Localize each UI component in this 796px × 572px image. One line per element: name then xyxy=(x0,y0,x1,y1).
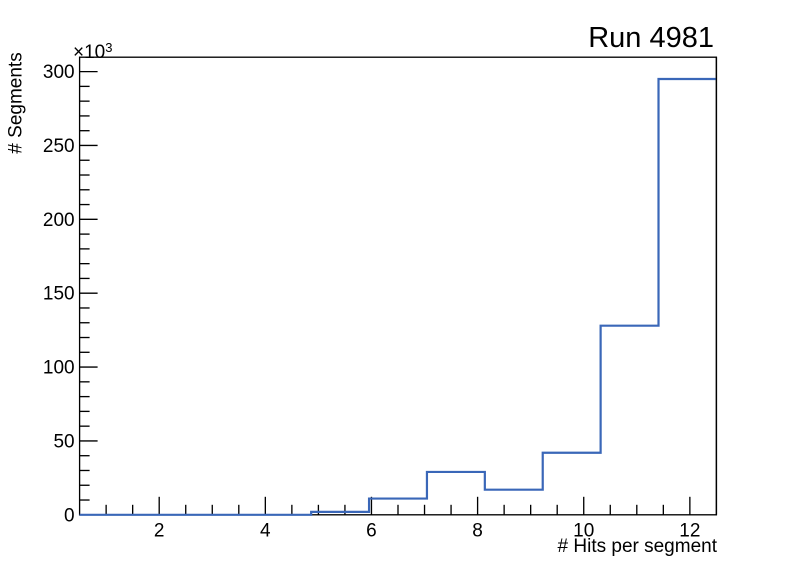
histogram-series xyxy=(79,77,717,516)
x-axis-title: # Hits per segment xyxy=(557,536,717,557)
x-tick-label: 8 xyxy=(472,520,483,541)
y-tick-label: 100 xyxy=(43,358,75,379)
y-tick-label: 200 xyxy=(43,210,75,231)
y-axis-multiplier-base: ×10 xyxy=(73,42,106,63)
x-tick-label: 4 xyxy=(260,520,271,541)
plot-frame xyxy=(78,56,718,516)
y-tick-label: 50 xyxy=(53,431,74,452)
x-tick-label: 10 xyxy=(573,520,594,541)
y-tick-label: 0 xyxy=(64,505,75,526)
y-axis-multiplier: ×103 xyxy=(73,41,112,62)
y-tick-label: 150 xyxy=(43,284,75,305)
x-tick-label: 6 xyxy=(366,520,377,541)
x-tick-label: 2 xyxy=(154,520,165,541)
y-axis-title: # Segments xyxy=(5,52,27,154)
plot-title: Run 4981 xyxy=(588,22,714,54)
y-tick-label: 250 xyxy=(43,136,75,157)
y-axis-multiplier-exponent: 3 xyxy=(105,40,113,55)
y-tick-label: 300 xyxy=(43,62,75,83)
x-tick-label: 12 xyxy=(679,520,700,541)
